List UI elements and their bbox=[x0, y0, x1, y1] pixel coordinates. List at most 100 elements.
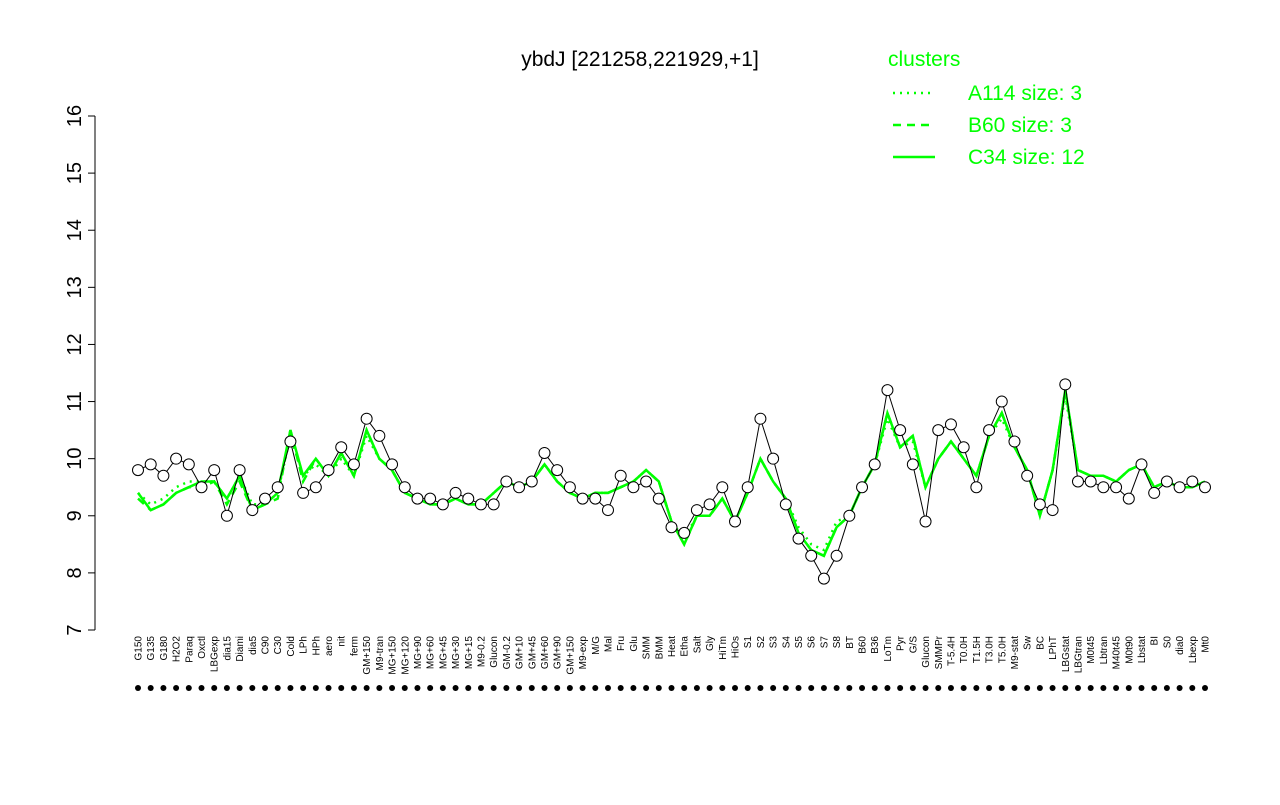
data-point bbox=[538, 446, 551, 459]
legend-label: B60 size: 3 bbox=[968, 114, 1072, 137]
y-tick-label: 11 bbox=[64, 391, 86, 412]
x-tick-label: MG+150 bbox=[388, 636, 399, 675]
x-tick-label: M/G bbox=[591, 636, 602, 655]
x-tick-label: LBGstat bbox=[1061, 636, 1072, 672]
x-tick-label: T0.0H bbox=[959, 636, 970, 663]
condition-marker bbox=[427, 685, 434, 691]
condition-marker bbox=[211, 685, 218, 691]
x-tick-label: Glu bbox=[629, 636, 640, 652]
x-tick-label: Lbstat bbox=[1137, 636, 1148, 663]
condition-marker bbox=[1011, 685, 1018, 691]
x-tick-label: Pyr bbox=[896, 635, 907, 651]
data-point bbox=[919, 515, 932, 528]
x-tick-label: G/S bbox=[908, 636, 919, 654]
x-tick-label: S5 bbox=[794, 636, 805, 649]
condition-marker bbox=[477, 685, 484, 691]
condition-marker bbox=[1100, 685, 1107, 691]
condition-marker bbox=[846, 685, 853, 691]
condition-marker bbox=[1036, 685, 1043, 691]
data-point bbox=[462, 492, 475, 505]
condition-marker bbox=[1202, 685, 1208, 691]
condition-marker bbox=[376, 685, 383, 691]
x-tick-label: G150 bbox=[134, 636, 145, 661]
data-point bbox=[970, 481, 983, 494]
condition-marker bbox=[554, 685, 561, 691]
chart-title: ybdJ [221258,221929,+1] bbox=[521, 48, 759, 71]
x-tick-label: LBGexp bbox=[210, 636, 221, 673]
condition-marker bbox=[414, 685, 421, 691]
data-point bbox=[1186, 475, 1199, 488]
data-point bbox=[411, 492, 424, 505]
condition-marker bbox=[1125, 685, 1132, 691]
condition-marker bbox=[1024, 685, 1031, 691]
condition-marker bbox=[884, 685, 891, 691]
condition-marker bbox=[452, 685, 459, 691]
data-point bbox=[424, 492, 437, 505]
x-tick-label: M9-stat bbox=[1010, 636, 1021, 670]
x-tick-label: Paraq bbox=[184, 636, 195, 663]
x-tick-label: HiOs bbox=[731, 636, 742, 658]
x-tick-label: aero bbox=[324, 636, 335, 656]
data-point bbox=[716, 481, 729, 494]
data-point bbox=[1084, 475, 1097, 488]
data-point bbox=[335, 441, 348, 454]
data-point bbox=[271, 481, 284, 494]
x-tick-label: M9-tran bbox=[375, 636, 386, 670]
condition-marker bbox=[490, 685, 497, 691]
x-tick-label: GM+45 bbox=[527, 636, 538, 670]
data-point bbox=[525, 475, 538, 488]
x-tick-label: MG+15 bbox=[464, 636, 475, 670]
condition-marker bbox=[363, 685, 370, 691]
condition-marker bbox=[1049, 685, 1056, 691]
x-tick-label: BT bbox=[845, 636, 856, 649]
data-point bbox=[1071, 475, 1084, 488]
condition-marker bbox=[859, 685, 866, 691]
x-tick-label: G180 bbox=[159, 636, 170, 661]
data-point bbox=[881, 384, 894, 397]
condition-marker bbox=[236, 685, 243, 691]
data-point bbox=[678, 526, 691, 539]
condition-marker bbox=[681, 685, 688, 691]
x-tick-label: S0 bbox=[1162, 636, 1173, 649]
x-tick-label: Heat bbox=[667, 636, 678, 657]
x-tick-label: M9-0.2 bbox=[476, 636, 487, 668]
x-tick-label: BC bbox=[1035, 636, 1046, 650]
data-point bbox=[233, 464, 246, 477]
data-point bbox=[792, 532, 805, 545]
x-tick-label: MG+90 bbox=[413, 636, 424, 670]
condition-marker bbox=[897, 685, 904, 691]
y-tick-label: 15 bbox=[64, 162, 86, 184]
x-tick-label: Salt bbox=[692, 636, 703, 653]
legend-label: C34 size: 12 bbox=[968, 146, 1085, 169]
condition-marker bbox=[173, 685, 180, 691]
data-point bbox=[805, 549, 818, 562]
data-point bbox=[1135, 458, 1148, 471]
data-point bbox=[500, 475, 513, 488]
data-point bbox=[449, 486, 462, 499]
y-tick-label: 12 bbox=[64, 333, 86, 355]
data-point bbox=[1199, 481, 1211, 494]
x-tick-label: HPh bbox=[311, 636, 322, 655]
data-point bbox=[1059, 378, 1072, 391]
condition-marker bbox=[1062, 685, 1069, 691]
data-point bbox=[284, 435, 297, 448]
condition-marker bbox=[617, 685, 624, 691]
x-tick-label: S8 bbox=[832, 636, 843, 649]
data-point bbox=[246, 504, 259, 517]
condition-marker bbox=[820, 685, 827, 691]
condition-marker bbox=[223, 685, 230, 691]
x-tick-label: dia15 bbox=[222, 636, 233, 661]
condition-marker bbox=[693, 685, 700, 691]
condition-marker bbox=[871, 685, 878, 691]
x-tick-label: B60 bbox=[858, 636, 869, 654]
condition-marker bbox=[541, 685, 548, 691]
data-point bbox=[690, 504, 703, 517]
y-tick-label: 10 bbox=[64, 448, 86, 470]
condition-marker bbox=[782, 685, 789, 691]
x-tick-label: S6 bbox=[807, 636, 818, 649]
data-point bbox=[1033, 498, 1046, 511]
x-tick-label: T-5.4H bbox=[946, 636, 957, 666]
data-point bbox=[614, 469, 627, 482]
data-point bbox=[601, 504, 614, 517]
condition-marker bbox=[973, 685, 980, 691]
